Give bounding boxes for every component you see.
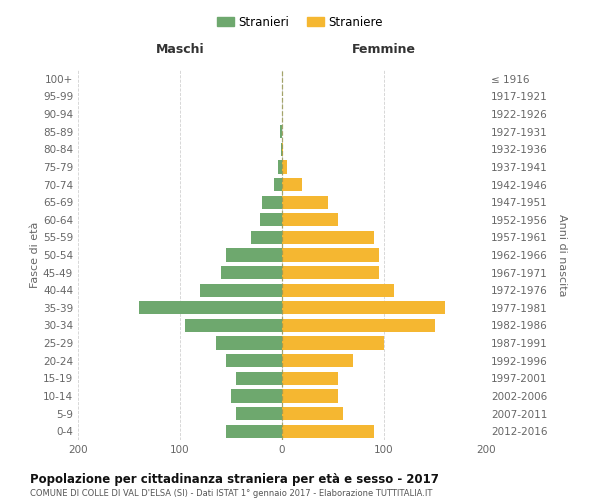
Bar xyxy=(200,284,282,297)
Bar xyxy=(282,372,338,385)
Bar xyxy=(274,178,282,191)
Bar xyxy=(278,160,282,173)
Bar xyxy=(221,266,282,279)
Text: COMUNE DI COLLE DI VAL D'ELSA (SI) - Dati ISTAT 1° gennaio 2017 - Elaborazione T: COMUNE DI COLLE DI VAL D'ELSA (SI) - Dat… xyxy=(30,489,433,498)
Bar xyxy=(282,231,374,244)
Bar xyxy=(260,213,282,226)
Bar xyxy=(282,160,287,173)
Bar xyxy=(139,301,282,314)
Y-axis label: Anni di nascita: Anni di nascita xyxy=(557,214,567,296)
Bar xyxy=(282,178,302,191)
Bar xyxy=(282,284,394,297)
Bar xyxy=(226,424,282,438)
Bar xyxy=(282,319,435,332)
Bar xyxy=(282,266,379,279)
Bar xyxy=(236,372,282,385)
Bar xyxy=(280,125,282,138)
Bar xyxy=(262,196,282,209)
Bar xyxy=(226,354,282,368)
Bar xyxy=(282,424,374,438)
Bar xyxy=(282,354,353,368)
Bar xyxy=(282,213,338,226)
Bar xyxy=(251,231,282,244)
Text: Femmine: Femmine xyxy=(352,43,416,56)
Bar xyxy=(226,248,282,262)
Bar xyxy=(282,142,283,156)
Bar xyxy=(231,390,282,402)
Bar xyxy=(216,336,282,349)
Bar xyxy=(185,319,282,332)
Text: Popolazione per cittadinanza straniera per età e sesso - 2017: Popolazione per cittadinanza straniera p… xyxy=(30,472,439,486)
Text: Maschi: Maschi xyxy=(155,43,205,56)
Y-axis label: Fasce di età: Fasce di età xyxy=(30,222,40,288)
Bar xyxy=(281,142,282,156)
Bar xyxy=(282,407,343,420)
Bar xyxy=(236,407,282,420)
Bar xyxy=(282,248,379,262)
Legend: Stranieri, Straniere: Stranieri, Straniere xyxy=(212,11,388,34)
Bar xyxy=(282,390,338,402)
Bar xyxy=(282,336,384,349)
Bar xyxy=(282,301,445,314)
Bar xyxy=(282,196,328,209)
